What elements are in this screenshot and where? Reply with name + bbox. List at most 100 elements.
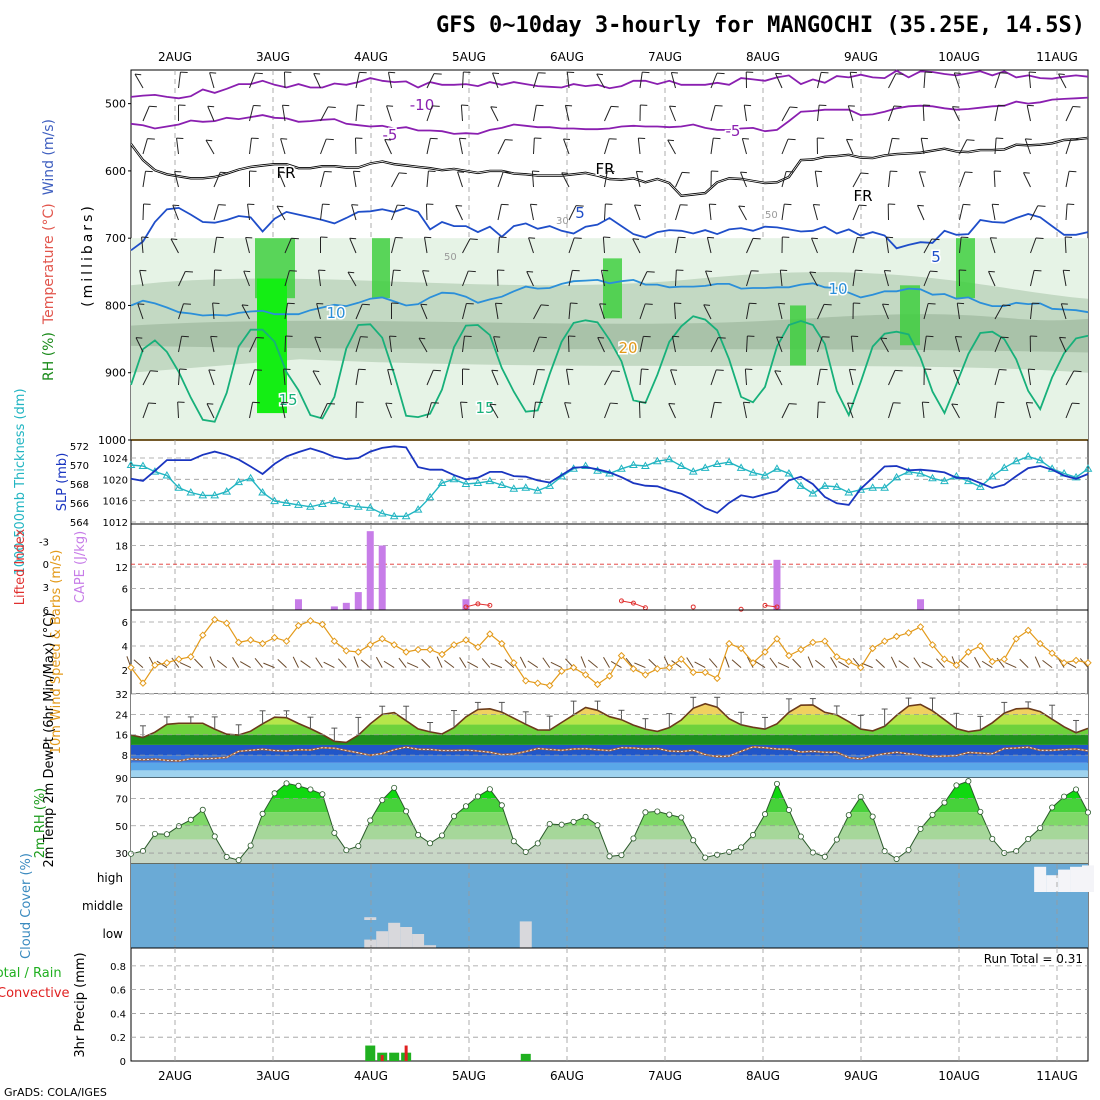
wind-barb bbox=[931, 238, 940, 241]
rh-point bbox=[546, 821, 553, 828]
wind-barb bbox=[349, 238, 357, 254]
wind-barb bbox=[1059, 337, 1067, 353]
wind-barb bbox=[817, 105, 820, 122]
wind-barb bbox=[462, 336, 465, 353]
rh-point bbox=[630, 835, 637, 842]
isotherm-label: 5 bbox=[931, 248, 941, 266]
rh-point bbox=[726, 848, 733, 855]
precip-rain-bar bbox=[389, 1052, 400, 1061]
wind10-barb bbox=[1034, 656, 1041, 668]
rh-moist-patch bbox=[603, 258, 622, 319]
wind-barb bbox=[205, 139, 215, 155]
wind10-barb bbox=[519, 656, 527, 668]
cloud-cell bbox=[424, 945, 437, 948]
wind-barb bbox=[526, 271, 534, 273]
wind-barb bbox=[823, 303, 832, 306]
isotherm-line bbox=[130, 96, 1089, 135]
thickness-point bbox=[485, 476, 495, 485]
wind-barb bbox=[178, 336, 183, 353]
wind-barb bbox=[743, 105, 747, 122]
wind-barb bbox=[243, 270, 251, 273]
wind-speed-point bbox=[940, 655, 949, 663]
wind-barb bbox=[781, 403, 790, 419]
wind-speed-point bbox=[557, 667, 566, 675]
rh-point bbox=[702, 854, 709, 861]
wind-speed-point bbox=[725, 639, 733, 648]
wind-barb bbox=[639, 369, 642, 386]
slp-axis-label: SLP (mb) bbox=[55, 453, 70, 512]
date-axes: 2AUG 2AUG 3AUG 3AUG 4AUG 4AUG 5AUG 5AUG 6AUG 6AUG… bbox=[158, 50, 1078, 1083]
wind-barb bbox=[385, 402, 393, 405]
wind-barb bbox=[852, 237, 858, 254]
wind-barb bbox=[135, 337, 144, 353]
rh-point bbox=[881, 848, 888, 855]
wind-barb bbox=[1025, 402, 1031, 419]
wind-barb bbox=[789, 106, 798, 109]
rh-moist-patch bbox=[790, 305, 806, 366]
wind-speed-point bbox=[1012, 635, 1020, 643]
thickness-point bbox=[270, 496, 279, 505]
thickness-point bbox=[892, 472, 901, 481]
wind-barb bbox=[922, 104, 925, 122]
thickness-point bbox=[952, 471, 961, 480]
wind-barb bbox=[994, 105, 999, 122]
rh-point bbox=[247, 842, 254, 849]
wind-barb bbox=[637, 138, 641, 155]
wind-barb bbox=[1002, 304, 1011, 307]
wind-barb bbox=[781, 138, 789, 155]
rh-point bbox=[474, 793, 481, 800]
wind-speed-point bbox=[127, 663, 135, 672]
wind-barb bbox=[283, 71, 286, 89]
cape-tick-label: 6 bbox=[122, 585, 128, 596]
wind-barb bbox=[923, 336, 927, 353]
rh-point bbox=[522, 848, 529, 855]
wind-barb bbox=[717, 337, 726, 339]
wind10-barb bbox=[875, 659, 885, 668]
thickness-point bbox=[329, 496, 339, 505]
wind-barb bbox=[354, 137, 357, 155]
thickness-point bbox=[509, 484, 519, 492]
rh-point bbox=[929, 811, 936, 818]
wind-barb bbox=[313, 73, 321, 75]
wind-barb bbox=[355, 401, 358, 419]
wind-barb bbox=[703, 304, 712, 320]
wind-speed-point bbox=[665, 663, 674, 672]
wind-barb bbox=[746, 335, 748, 353]
panel-border bbox=[130, 609, 1089, 695]
isotherm-label: FR bbox=[853, 187, 872, 205]
wind-barb bbox=[256, 337, 264, 339]
cloud-axis-label: Cloud Cover (%) bbox=[19, 853, 34, 959]
wind-barb bbox=[282, 105, 286, 122]
wind-barb bbox=[888, 370, 896, 386]
temp-color-band bbox=[131, 755, 1088, 763]
wind-barb bbox=[1072, 106, 1081, 108]
wind10-barb bbox=[603, 656, 610, 668]
thickness-point bbox=[964, 476, 973, 485]
wind-speed-point bbox=[462, 636, 470, 644]
wind-barb bbox=[673, 303, 676, 320]
wind-barb bbox=[207, 105, 215, 108]
thickness-point bbox=[365, 503, 375, 511]
wind-barb bbox=[249, 105, 254, 122]
wind-barb bbox=[597, 337, 605, 339]
wind-barb bbox=[667, 139, 675, 142]
thickness-point bbox=[916, 469, 925, 477]
thickness-tick-label: 568 bbox=[70, 480, 89, 491]
rh-moist-patch bbox=[372, 238, 390, 299]
wind-barb bbox=[462, 270, 469, 287]
slp-tick-label: 1012 bbox=[103, 518, 128, 529]
slp-tick-label: 1020 bbox=[103, 475, 128, 486]
wind-speed-point bbox=[330, 637, 339, 645]
wind-speed-point bbox=[1072, 656, 1080, 665]
wind-barb bbox=[384, 139, 392, 141]
thickness-point bbox=[724, 457, 734, 466]
rh-point bbox=[187, 816, 194, 823]
temp-line bbox=[130, 702, 1089, 744]
wind-speed-point bbox=[713, 674, 721, 683]
rh-tick-label: 30 bbox=[115, 849, 128, 860]
rh-point bbox=[893, 855, 900, 862]
thickness-point bbox=[246, 473, 255, 482]
wind-barb bbox=[320, 138, 327, 155]
rh-point bbox=[139, 848, 146, 855]
wind-speed-point bbox=[593, 680, 602, 689]
